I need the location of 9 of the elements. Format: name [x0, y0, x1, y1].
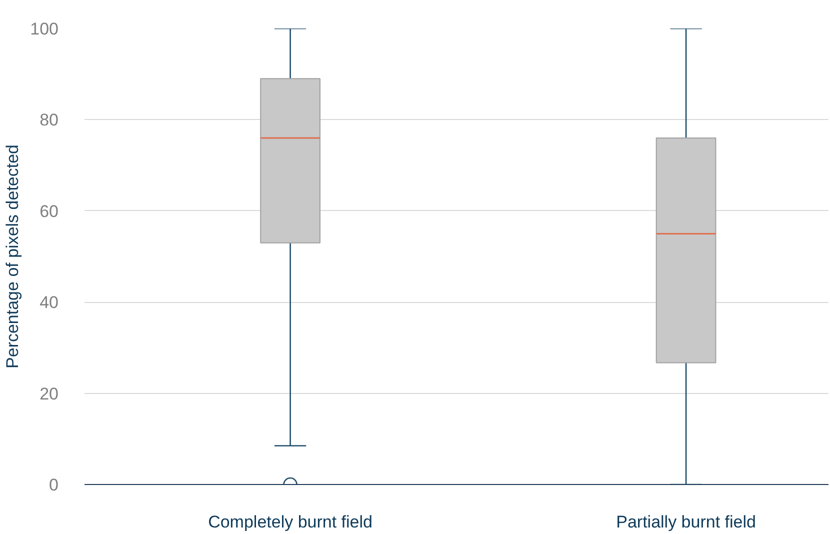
x-tick-label: Partially burnt field: [616, 512, 756, 532]
y-tick-label: 100: [30, 20, 59, 38]
y-axis-title: Percentage of pixels detected: [3, 144, 22, 368]
y-tick-label: 60: [40, 202, 59, 221]
y-tick-label: 0: [49, 476, 59, 494]
y-tick-label: 80: [40, 110, 59, 130]
y-tick-label: 20: [40, 384, 59, 404]
y-tick-label: 40: [40, 293, 59, 312]
x-tick-label: Completely burnt field: [208, 512, 372, 532]
